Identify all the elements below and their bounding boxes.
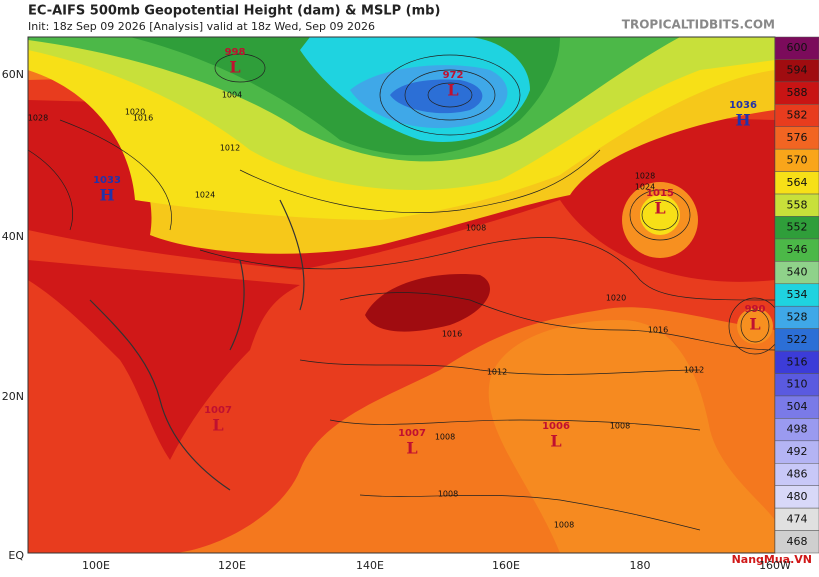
lon-label: 160W [759, 559, 791, 572]
lon-label: 140E [356, 559, 384, 572]
pressure-value: 1015 [646, 188, 674, 199]
colorbar-label: 558 [787, 198, 808, 211]
colorbar-label: 468 [787, 535, 808, 548]
colorbar-label: 492 [787, 445, 808, 458]
colorbar-label: 600 [787, 41, 808, 54]
lon-label: 120E [218, 559, 246, 572]
pressure-letter: H [99, 186, 114, 205]
isobar-label: 1008 [554, 521, 574, 530]
pressure-value: 1007 [398, 428, 426, 439]
colorbar-label: 486 [787, 467, 808, 480]
pressure-value: 1007 [204, 405, 232, 416]
pressure-value: 1006 [542, 421, 570, 432]
isobar-label: 1024 [195, 191, 215, 200]
pressure-value: 1033 [93, 175, 121, 186]
lat-label: 60N [2, 68, 24, 81]
colorbar-label: 528 [787, 310, 808, 323]
lat-label: 40N [2, 230, 24, 243]
colorbar-label: 504 [787, 400, 808, 413]
colorbar-label: 540 [787, 266, 808, 279]
pressure-value: 1036 [729, 100, 757, 111]
colorbar-label: 594 [787, 64, 808, 77]
pressure-value: 998 [225, 47, 246, 58]
colorbar-label: 498 [787, 423, 808, 436]
pressure-letter: H [735, 111, 750, 130]
pressure-letter: L [749, 315, 760, 334]
colorbar-label: 480 [787, 490, 808, 503]
pressure-letter: L [406, 439, 417, 458]
pressure-value: 972 [443, 70, 464, 81]
isobar-label: 1020 [606, 294, 626, 303]
colorbar-label: 588 [787, 86, 808, 99]
colorbar-label: 582 [787, 109, 808, 122]
pressure-value: 990 [745, 304, 766, 315]
colorbar-label: 570 [787, 153, 808, 166]
isobar-label: 1028 [28, 114, 48, 123]
isobar-label: 1004 [222, 91, 242, 100]
isobar-label: 1012 [220, 144, 240, 153]
isobar-label: 1012 [684, 366, 704, 375]
isobar-label: 1016 [442, 330, 462, 339]
colorbar-label: 564 [787, 176, 808, 189]
lon-label: 160E [492, 559, 520, 572]
lat-label: 20N [2, 390, 24, 403]
pressure-letter: L [550, 432, 561, 451]
isobar-label: 1020 [125, 108, 145, 117]
map-field [28, 37, 775, 553]
pressure-letter: L [229, 58, 240, 77]
colorbar-label: 474 [787, 512, 808, 525]
colorbar-label: 522 [787, 333, 808, 346]
colorbar-cell [774, 530, 819, 554]
lon-label: 180 [630, 559, 651, 572]
lon-label: 100E [82, 559, 110, 572]
colorbar-label: 516 [787, 355, 808, 368]
isobar-label: 1008 [435, 433, 455, 442]
isobar-label: 1008 [438, 490, 458, 499]
colorbar-label: 576 [787, 131, 808, 144]
colorbar-label: 534 [787, 288, 808, 301]
isobar-label: 1008 [466, 224, 486, 233]
site-name: TROPICALTIDBITS.COM [622, 18, 775, 32]
pressure-letter: L [212, 416, 223, 435]
isobar-label: 1016 [133, 114, 153, 123]
init-line: Init: 18z Sep 09 2026 [Analysis] valid a… [28, 20, 375, 33]
isobar-label: 1024 [635, 183, 655, 192]
isobar-label: 1028 [635, 172, 655, 181]
isobar-label: 1016 [648, 326, 668, 335]
watermark: NangMua.VN [732, 553, 812, 566]
title: EC-AIFS 500mb Geopotential Height (dam) … [28, 4, 440, 19]
lat-label: EQ [8, 549, 24, 562]
isobar-label: 1012 [487, 368, 507, 377]
colorbar-label: 510 [787, 378, 808, 391]
pressure-letter: L [654, 199, 665, 218]
colorbar-label: 546 [787, 243, 808, 256]
pressure-letter: L [447, 81, 458, 100]
colorbar-label: 552 [787, 221, 808, 234]
isobar-label: 1008 [610, 422, 630, 431]
